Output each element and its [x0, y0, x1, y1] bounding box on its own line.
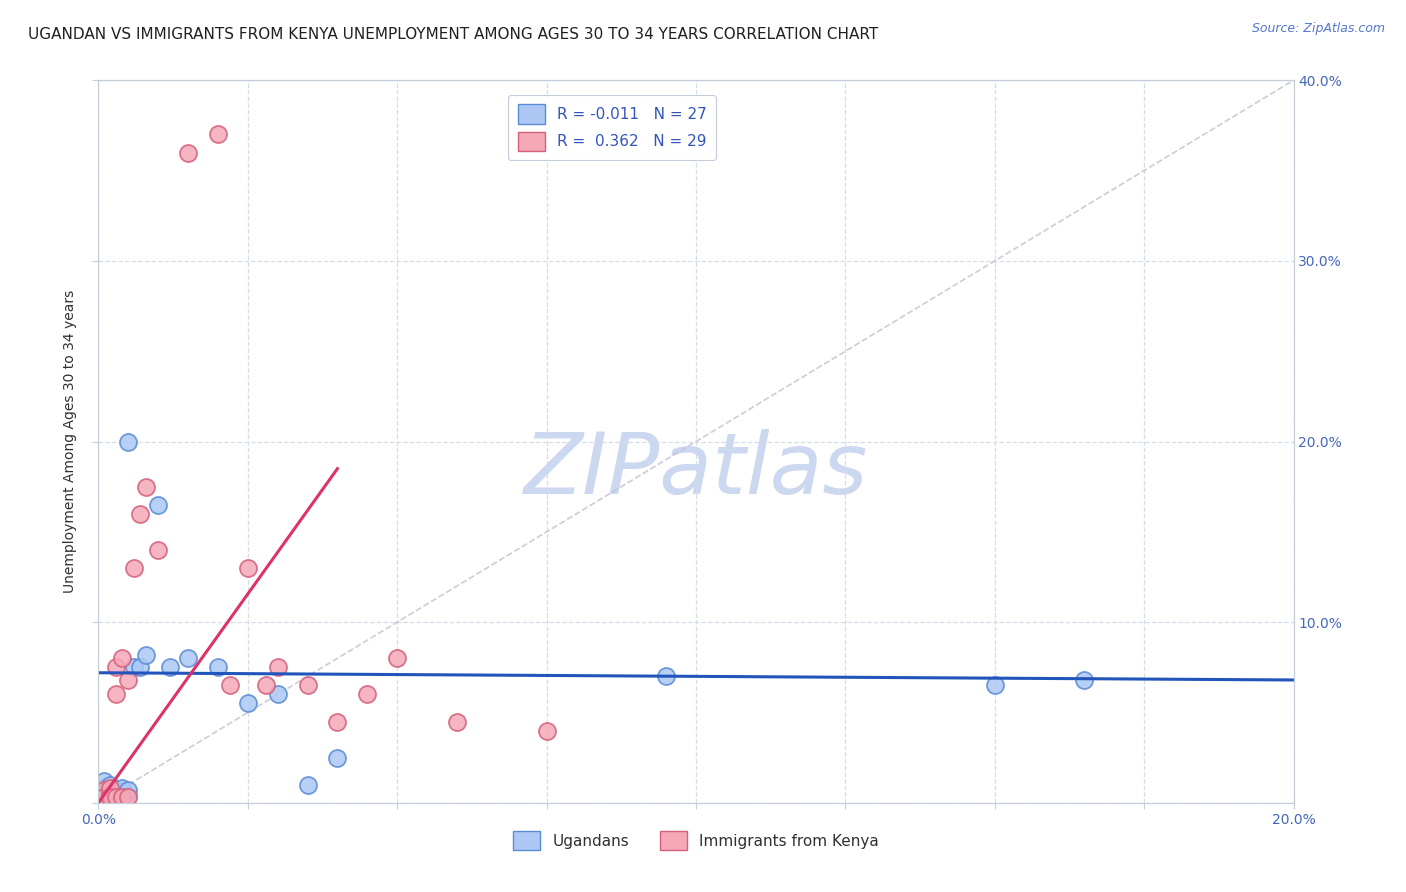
- Point: [93, 781, 115, 796]
- Point: [536, 723, 558, 738]
- Point: [111, 651, 134, 665]
- Point: [98, 785, 122, 799]
- Point: [98, 778, 122, 792]
- Point: [105, 687, 128, 701]
- Point: [98, 787, 122, 801]
- Point: [111, 787, 134, 801]
- Point: [207, 128, 229, 142]
- Text: UGANDAN VS IMMIGRANTS FROM KENYA UNEMPLOYMENT AMONG AGES 30 TO 34 YEARS CORRELAT: UGANDAN VS IMMIGRANTS FROM KENYA UNEMPLO…: [28, 27, 879, 42]
- Point: [93, 790, 115, 805]
- Point: [254, 678, 277, 692]
- Point: [177, 651, 200, 665]
- Point: [129, 507, 152, 521]
- Point: [326, 714, 349, 729]
- Text: Source: ZipAtlas.com: Source: ZipAtlas.com: [1251, 22, 1385, 36]
- Point: [236, 561, 259, 575]
- Point: [105, 660, 128, 674]
- Point: [207, 660, 229, 674]
- Point: [105, 783, 128, 797]
- Point: [267, 660, 290, 674]
- Point: [297, 778, 319, 792]
- Point: [117, 790, 139, 805]
- Point: [105, 790, 128, 805]
- Point: [124, 660, 146, 674]
- Point: [326, 750, 349, 764]
- Point: [124, 561, 146, 575]
- Point: [219, 678, 242, 692]
- Point: [148, 542, 170, 557]
- Point: [385, 651, 409, 665]
- Point: [111, 790, 134, 805]
- Point: [446, 714, 468, 729]
- Legend: Ugandans, Immigrants from Kenya: Ugandans, Immigrants from Kenya: [506, 825, 886, 856]
- Point: [98, 790, 122, 805]
- Point: [93, 787, 115, 801]
- Point: [98, 790, 122, 805]
- Point: [984, 678, 1007, 692]
- Point: [93, 789, 115, 803]
- Point: [655, 669, 678, 683]
- Point: [117, 434, 139, 449]
- Point: [297, 678, 319, 692]
- Point: [135, 480, 157, 494]
- Point: [129, 660, 152, 674]
- Point: [98, 781, 122, 796]
- Point: [117, 789, 139, 803]
- Point: [105, 790, 128, 805]
- Point: [148, 498, 170, 512]
- Point: [117, 783, 139, 797]
- Point: [135, 648, 157, 662]
- Point: [111, 781, 134, 796]
- Y-axis label: Unemployment Among Ages 30 to 34 years: Unemployment Among Ages 30 to 34 years: [63, 290, 77, 593]
- Point: [117, 673, 139, 687]
- Point: [356, 687, 378, 701]
- Point: [236, 697, 259, 711]
- Point: [159, 660, 181, 674]
- Point: [267, 687, 290, 701]
- Point: [93, 774, 115, 789]
- Point: [93, 783, 115, 797]
- Point: [1073, 673, 1095, 687]
- Text: ZIPatlas: ZIPatlas: [524, 429, 868, 512]
- Point: [177, 145, 200, 160]
